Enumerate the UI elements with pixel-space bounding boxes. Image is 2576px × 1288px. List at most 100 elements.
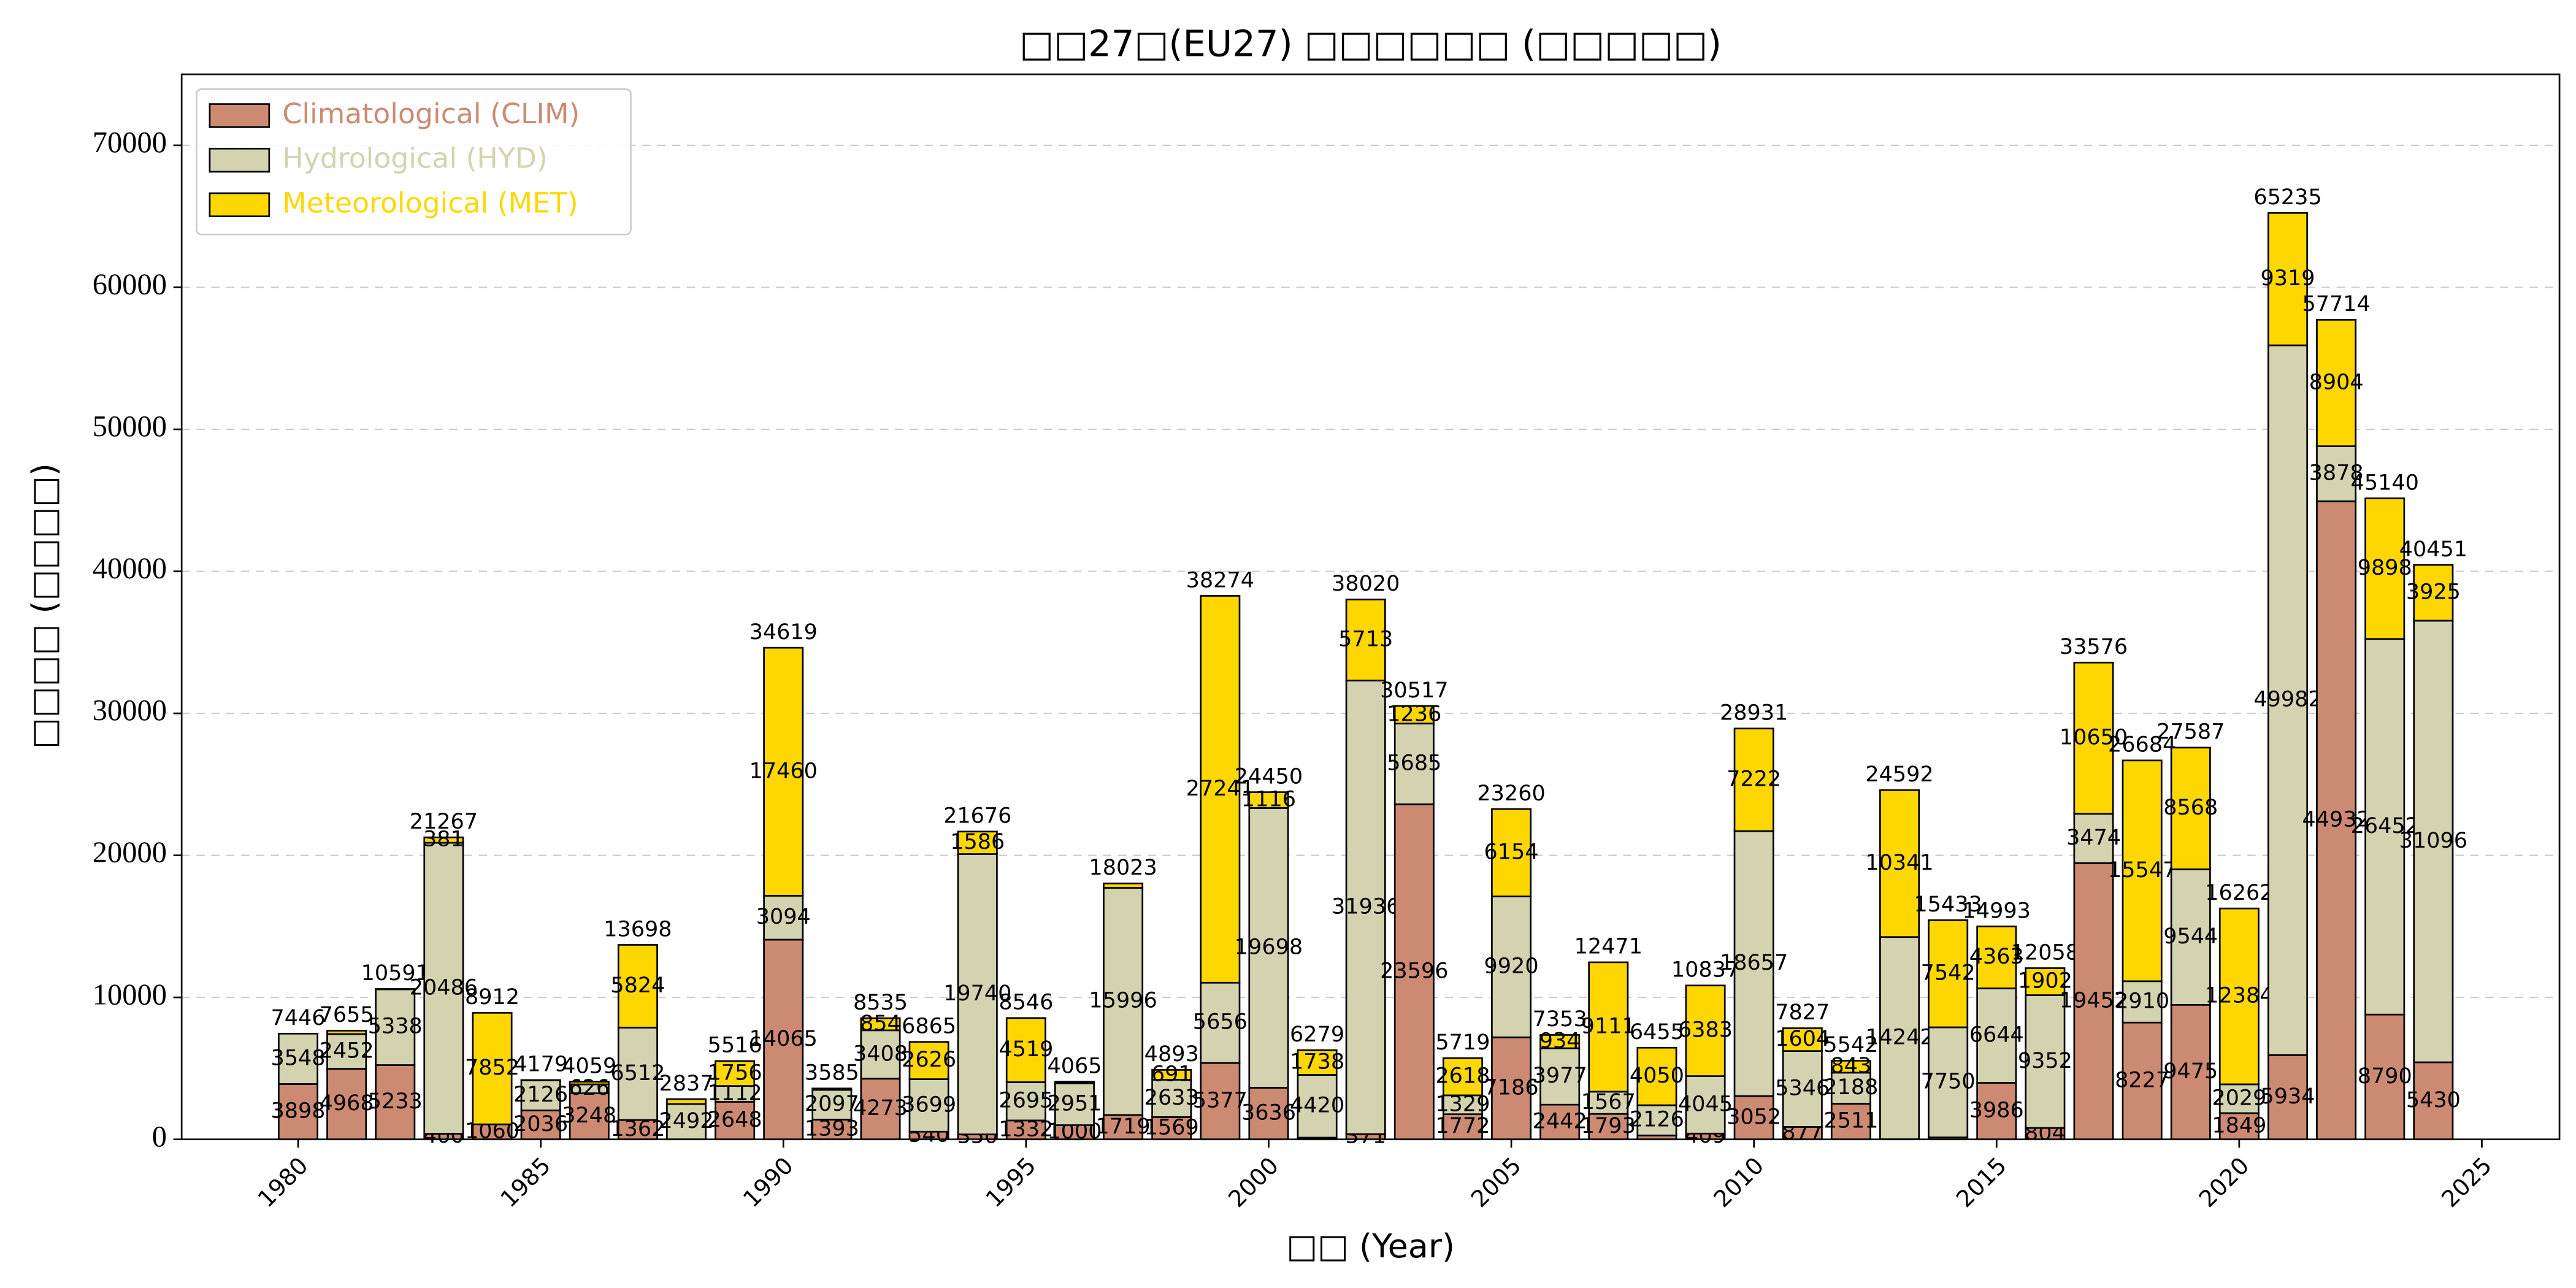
segment-label: 5713 (1338, 627, 1393, 652)
total-label: 13698 (604, 917, 672, 941)
bar-segment (1636, 1104, 1677, 1137)
bar-segment (1103, 887, 1144, 1116)
total-label: 24592 (1865, 762, 1933, 787)
total-label: 38020 (1332, 572, 1400, 596)
bar-segment (1830, 1071, 1871, 1105)
y-tick-label: 30000 (93, 694, 167, 727)
segment-label: 27241 (1186, 776, 1254, 801)
bar-segment (1491, 1036, 1532, 1141)
segment-label: 5824 (610, 973, 665, 998)
segment-label: 5377 (1193, 1088, 1248, 1113)
segment-label: 26452 (2351, 814, 2419, 838)
segment-label: 1567 (1581, 1090, 1636, 1114)
segment-label: 9898 (2358, 556, 2412, 580)
segment-label: 2951 (1047, 1091, 1102, 1116)
segment-label: 9352 (2018, 1049, 2072, 1073)
segment-label: 3548 (271, 1046, 326, 1070)
segment-label: 5346 (1775, 1076, 1830, 1100)
bar-segment (569, 1092, 610, 1141)
total-label: 14993 (1963, 899, 2031, 923)
segment-label: 2618 (1435, 1064, 1490, 1089)
bar-segment (1200, 595, 1241, 984)
bar-segment (1733, 830, 1774, 1097)
segment-label: 1849 (2212, 1113, 2266, 1138)
bar-segment (1103, 1114, 1144, 1141)
total-label: 40451 (2399, 537, 2467, 562)
bar-segment (1976, 926, 2017, 989)
total-label: 7655 (320, 1003, 374, 1027)
bar-segment (326, 1033, 367, 1070)
segment-label: 14242 (1865, 1025, 1933, 1050)
segment-label: 23596 (1380, 959, 1448, 984)
segment-label: 3636 (1241, 1101, 1296, 1125)
bar-segment (1879, 789, 1920, 938)
segment-label: 6644 (1969, 1022, 2024, 1047)
bar-segment (1782, 1027, 1823, 1052)
legend-swatch (209, 192, 270, 218)
total-label: 16262 (2205, 881, 2273, 905)
bar-segment (569, 1081, 610, 1086)
legend-box (196, 88, 632, 236)
bar-segment (1782, 1050, 1823, 1128)
bar-segment (1248, 1087, 1289, 1141)
segment-label: 7852 (465, 1056, 519, 1080)
total-label: 21676 (943, 804, 1011, 829)
segment-label: 3878 (2309, 461, 2364, 485)
segment-label: 6512 (610, 1061, 665, 1086)
total-label: 3585 (805, 1060, 859, 1085)
bar-segment (617, 944, 658, 1029)
total-label: 45140 (2351, 470, 2419, 495)
segment-label: 18657 (1720, 951, 1788, 975)
bar-segment (1054, 1081, 1095, 1084)
legend-swatch (209, 147, 270, 173)
bar-segment (2364, 497, 2405, 640)
segment-label: 5233 (368, 1089, 423, 1114)
segment-label: 691 (1151, 1062, 1192, 1086)
segment-label: 9319 (2260, 266, 2315, 291)
segment-label: 381 (423, 827, 464, 852)
segment-label: 4519 (999, 1037, 1053, 1062)
bar-segment (1393, 723, 1435, 805)
bar-segment (1539, 1034, 1581, 1049)
bar-segment (2073, 862, 2114, 1141)
segment-label: 1793 (1581, 1114, 1636, 1138)
total-label: 6455 (1630, 1020, 1684, 1045)
bar-segment (1005, 1081, 1046, 1122)
segment-label: 4045 (1678, 1092, 1733, 1116)
bar-segment (1297, 1049, 1338, 1076)
total-label: 7446 (271, 1006, 326, 1030)
total-label: 12058 (2011, 940, 2079, 965)
bar-segment (2364, 638, 2405, 1016)
segment-label: 2511 (1823, 1109, 1878, 1133)
segment-label: 4968 (320, 1091, 374, 1116)
segment-label: 12384 (2205, 984, 2273, 1008)
bar-segment (1103, 883, 1144, 889)
bar-segment (1442, 1057, 1483, 1097)
y-tick-label: 20000 (93, 837, 167, 869)
bar-segment (1151, 1069, 1192, 1081)
bar-segment (1636, 1046, 1677, 1106)
segment-label: 4363 (1969, 945, 2024, 969)
bar-segment (2073, 813, 2114, 864)
segment-label: 1902 (2018, 969, 2072, 994)
total-label: 10591 (361, 961, 429, 986)
segment-label: 10650 (2060, 726, 2128, 750)
bar-segment (811, 1087, 853, 1091)
segment-label: 2633 (1144, 1086, 1199, 1110)
total-label: 21267 (410, 810, 478, 834)
bar-segment (1297, 1074, 1338, 1139)
total-label: 5719 (1435, 1030, 1490, 1055)
bar-segment (2316, 319, 2357, 447)
segment-label: 2648 (708, 1108, 762, 1132)
bar-segment (1200, 981, 1241, 1064)
bar-segment (1248, 791, 1289, 809)
total-label: 18023 (1089, 856, 1157, 880)
bar-segment (1830, 1060, 1871, 1074)
bar-segment (2170, 868, 2211, 1006)
bar-segment (375, 988, 416, 1066)
segment-label: 1719 (1096, 1114, 1151, 1139)
bar-segment (375, 1064, 416, 1141)
total-label: 4065 (1047, 1054, 1102, 1078)
total-label: 38274 (1186, 568, 1254, 592)
total-label: 8535 (853, 991, 908, 1015)
